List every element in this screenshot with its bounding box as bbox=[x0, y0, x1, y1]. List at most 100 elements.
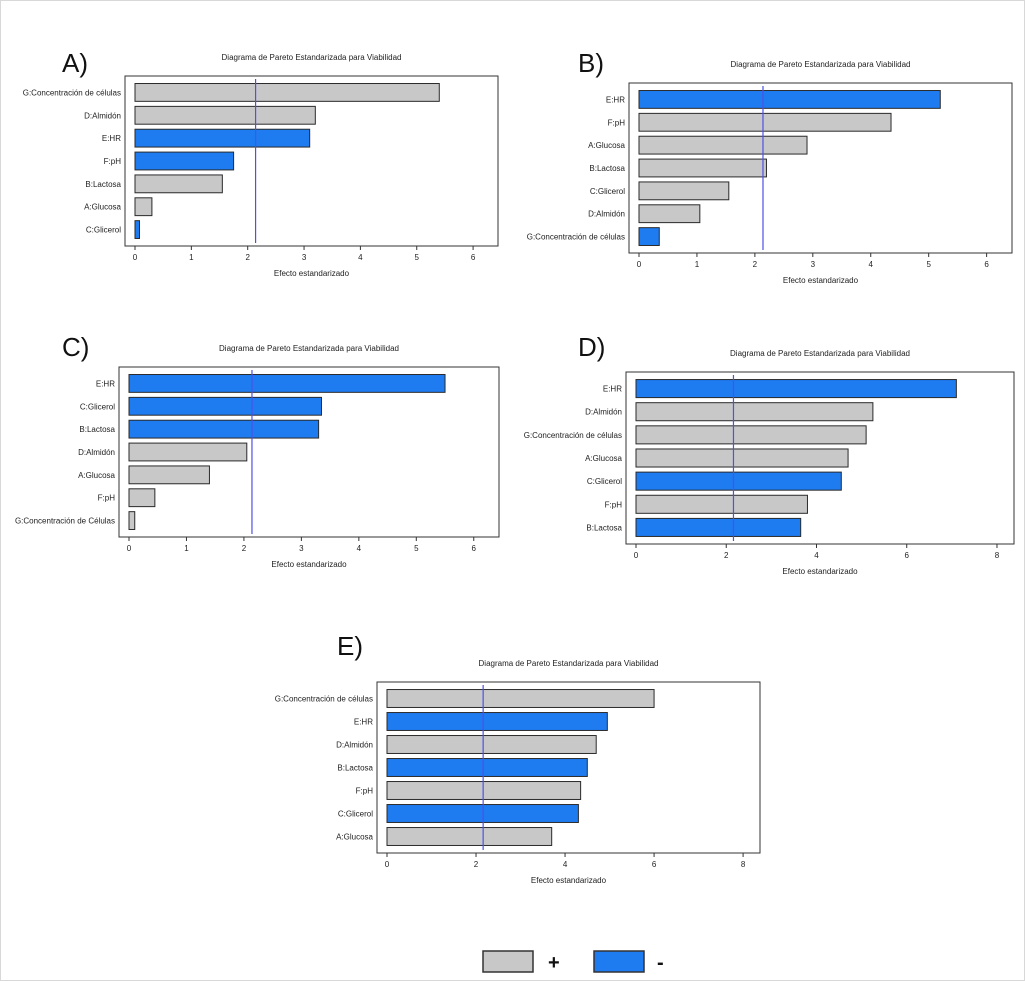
bar-4 bbox=[128, 442, 248, 462]
category-label: E:HR bbox=[354, 718, 373, 727]
bar-4 bbox=[386, 758, 588, 777]
category-label: B:Lactosa bbox=[79, 425, 115, 434]
x-axis-label: Efecto estandarizado bbox=[782, 567, 858, 576]
x-tick-label: 6 bbox=[472, 544, 477, 553]
category-label: C:Glicerol bbox=[86, 226, 121, 235]
category-label: F:pH bbox=[608, 118, 626, 127]
category-label: F:pH bbox=[605, 500, 623, 509]
category-label: D:Almidón bbox=[78, 448, 115, 457]
chart-panel-e: E) Diagrama de Pareto Estandarizada para … bbox=[275, 631, 761, 885]
category-label: C:Glicerol bbox=[80, 402, 115, 411]
bar-7 bbox=[386, 827, 553, 846]
bar-6 bbox=[128, 488, 156, 508]
x-tick-label: 6 bbox=[905, 551, 910, 560]
chart-panel-c: C) Diagrama de Pareto Estandarizada para … bbox=[15, 332, 500, 569]
bar-1 bbox=[134, 83, 440, 102]
x-tick-label: 1 bbox=[695, 260, 700, 269]
category-label: B:Lactosa bbox=[589, 164, 625, 173]
bar-7 bbox=[134, 220, 141, 239]
category-label: A:Glucosa bbox=[588, 141, 625, 150]
category-label: G:Concentración de células bbox=[524, 431, 622, 440]
bar-1 bbox=[386, 689, 655, 708]
x-tick-label: 4 bbox=[869, 260, 874, 269]
bar-4 bbox=[638, 158, 767, 178]
category-label: A:Glucosa bbox=[336, 833, 373, 842]
bar-2 bbox=[128, 396, 322, 416]
chart-panel-a: A) Diagrama de Pareto Estandarizada para … bbox=[23, 48, 499, 278]
x-tick-label: 0 bbox=[127, 544, 132, 553]
category-label: D:Almidón bbox=[588, 210, 625, 219]
bar-6 bbox=[638, 204, 701, 224]
x-tick-label: 1 bbox=[189, 253, 194, 262]
category-label: A:Glucosa bbox=[84, 203, 121, 212]
bar-3 bbox=[638, 135, 808, 155]
bar-4 bbox=[635, 448, 849, 468]
x-tick-label: 2 bbox=[474, 860, 479, 869]
category-label: E:HR bbox=[102, 134, 121, 143]
bar-5 bbox=[134, 174, 223, 194]
bar-7 bbox=[128, 511, 136, 530]
category-label: C:Glicerol bbox=[587, 477, 622, 486]
category-label: E:HR bbox=[603, 385, 622, 394]
x-axis-label: Efecto estandarizado bbox=[274, 269, 350, 278]
bar-1 bbox=[638, 90, 941, 109]
chart-title: Diagrama de Pareto Estandarizada para Vi… bbox=[731, 60, 911, 69]
x-tick-label: 3 bbox=[302, 253, 307, 262]
bar-2 bbox=[638, 112, 892, 132]
category-label: D:Almidón bbox=[84, 111, 121, 120]
category-label: C:Glicerol bbox=[338, 810, 373, 819]
category-label: D:Almidón bbox=[585, 408, 622, 417]
bar-7 bbox=[635, 517, 802, 537]
x-axis-label: Efecto estandarizado bbox=[783, 276, 859, 285]
x-tick-label: 2 bbox=[753, 260, 758, 269]
category-label: D:Almidón bbox=[336, 741, 373, 750]
bar-3 bbox=[128, 419, 320, 439]
x-tick-label: 2 bbox=[245, 253, 250, 262]
category-label: E:HR bbox=[606, 95, 625, 104]
panel-label: E) bbox=[337, 631, 363, 661]
category-label: E:HR bbox=[96, 379, 115, 388]
legend-negative-label: - bbox=[657, 952, 664, 974]
x-tick-label: 3 bbox=[299, 544, 304, 553]
x-tick-label: 0 bbox=[637, 260, 642, 269]
category-label: B:Lactosa bbox=[85, 180, 121, 189]
x-tick-label: 5 bbox=[415, 253, 420, 262]
category-label: G:Concentración de células bbox=[23, 88, 121, 97]
bar-7 bbox=[638, 227, 660, 246]
category-label: B:Lactosa bbox=[337, 764, 373, 773]
x-tick-label: 2 bbox=[242, 544, 247, 553]
chart-title: Diagrama de Pareto Estandarizada para Vi… bbox=[479, 659, 659, 668]
chart-panel-d: D) Diagrama de Pareto Estandarizada para … bbox=[524, 332, 1015, 576]
x-tick-label: 0 bbox=[634, 551, 639, 560]
bar-6 bbox=[134, 197, 153, 217]
bar-3 bbox=[386, 735, 597, 754]
legend-positive-swatch bbox=[482, 950, 534, 973]
x-tick-label: 6 bbox=[652, 860, 657, 869]
legend-positive-label: + bbox=[548, 952, 560, 974]
x-tick-label: 4 bbox=[357, 544, 362, 553]
category-label: F:pH bbox=[356, 787, 374, 796]
x-tick-label: 2 bbox=[724, 551, 729, 560]
bar-1 bbox=[635, 379, 957, 399]
category-label: G:Concentración de células bbox=[275, 695, 373, 704]
x-tick-label: 0 bbox=[133, 253, 138, 262]
bar-3 bbox=[635, 425, 867, 445]
bar-5 bbox=[128, 465, 210, 485]
bar-2 bbox=[635, 402, 874, 422]
x-tick-label: 6 bbox=[984, 260, 989, 269]
x-tick-label: 4 bbox=[563, 860, 568, 869]
x-tick-label: 0 bbox=[385, 860, 390, 869]
panel-label: C) bbox=[62, 332, 89, 362]
panel-label: B) bbox=[578, 48, 604, 78]
x-tick-label: 4 bbox=[814, 551, 819, 560]
legend-negative-swatch bbox=[593, 950, 645, 973]
bar-6 bbox=[635, 494, 808, 514]
chart-panel-b: B) Diagrama de Pareto Estandarizada para … bbox=[527, 48, 1013, 285]
panel-label: A) bbox=[62, 48, 88, 78]
bar-2 bbox=[386, 712, 608, 731]
bar-5 bbox=[386, 781, 582, 800]
category-label: G:Concentración de Células bbox=[15, 517, 115, 526]
category-label: F:pH bbox=[98, 494, 116, 503]
